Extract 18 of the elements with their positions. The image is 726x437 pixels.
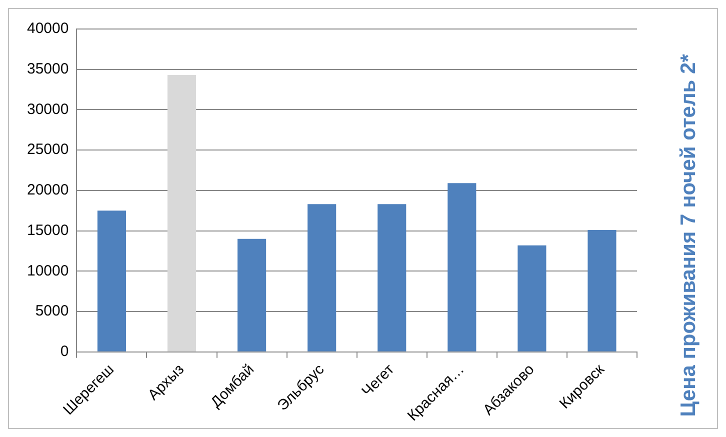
bar — [238, 238, 266, 352]
bar — [378, 204, 406, 352]
y-tick-label: 30000 — [26, 100, 69, 118]
y-tick-label: 0 — [60, 343, 69, 360]
y-axis-title: Цена проживания 7 ночей отель 2* — [676, 53, 700, 417]
y-tick-label: 35000 — [26, 60, 69, 78]
bar — [518, 245, 546, 352]
y-tick-label: 25000 — [26, 141, 69, 158]
y-tick-label: 20000 — [26, 182, 69, 199]
bar — [448, 183, 476, 352]
bar — [588, 230, 616, 352]
y-tick-label: 5000 — [35, 302, 69, 320]
y-tick-label: 15000 — [26, 222, 69, 239]
y-tick-label: 40000 — [26, 20, 69, 38]
bar — [167, 75, 196, 352]
y-tick-label: 10000 — [26, 262, 69, 280]
bar — [97, 210, 126, 352]
bar — [308, 204, 336, 352]
